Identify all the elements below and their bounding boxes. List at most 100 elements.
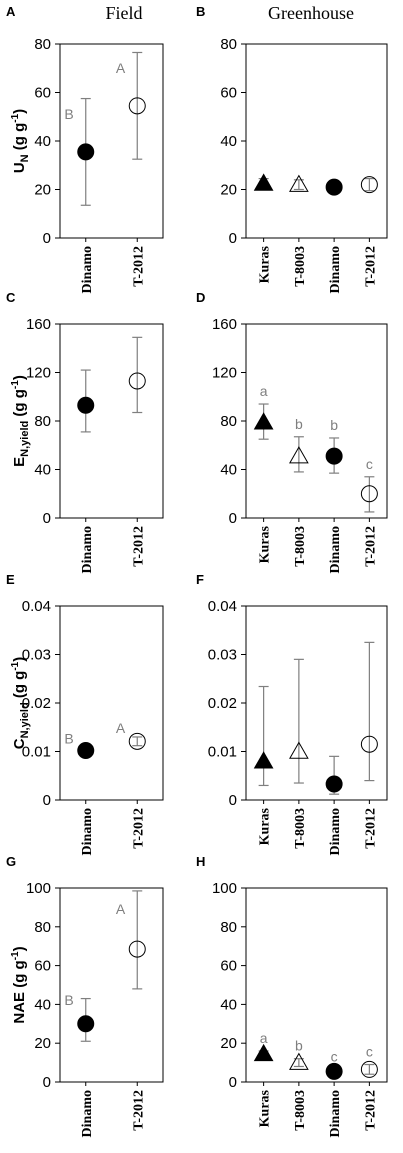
y-tick-label: 0.02 [208, 695, 237, 712]
panel-letter: A [6, 4, 16, 19]
y-tick-label: 20 [220, 1035, 237, 1052]
y-tick-label: 100 [26, 880, 51, 897]
y-axis-label: EN,yield (g g-1) [10, 375, 31, 467]
x-tick-label: T-2012 [363, 526, 378, 567]
y-axis-label: CN,yield (g g-1) [10, 657, 31, 749]
data-point-t-8003 [289, 658, 309, 784]
y-axis-label-sub: N,yield [19, 421, 31, 457]
y-axis-label-unit: (g g [11, 389, 28, 421]
x-tick-label: Dinamo [328, 1090, 343, 1137]
marker-circle [77, 742, 95, 760]
y-axis-label-close: ) [11, 375, 28, 380]
x-tick-label: T-2012 [131, 526, 146, 567]
significance-letter: c [331, 1048, 338, 1064]
y-tick-label: 80 [220, 36, 237, 53]
data-point-kuras: a [253, 383, 274, 440]
significance-letter: A [116, 901, 126, 917]
marker-circle [128, 732, 146, 750]
y-tick-label: 20 [220, 182, 237, 199]
y-tick-label: 80 [34, 919, 51, 936]
y-axis-label-main: U [11, 162, 28, 173]
y-tick-label: 40 [220, 996, 237, 1013]
y-axis-label-close: ) [11, 109, 28, 114]
marker-circle [360, 735, 378, 753]
y-axis-label-close: ) [11, 946, 28, 951]
x-tick-label: T-8003 [293, 526, 308, 567]
marker-circle [325, 447, 343, 465]
y-tick-label: 0 [43, 510, 51, 527]
marker-circle [128, 97, 146, 115]
y-tick-label: 60 [34, 958, 51, 975]
y-tick-label: 100 [212, 880, 237, 897]
x-tick-label: Dinamo [80, 526, 95, 573]
y-tick-label: 80 [220, 919, 237, 936]
y-axis-label-sup: -1 [10, 661, 21, 670]
x-tick-label: T-2012 [131, 808, 146, 849]
data-point-t-2012: c [360, 456, 378, 513]
panel-d: D 0 40 80 120 160 Kuras T-8003 Dinamo T-2012 a b b c [196, 290, 388, 573]
data-point-kuras [253, 173, 274, 191]
x-tick-label: Kuras [258, 1089, 273, 1127]
y-tick-label: 60 [220, 85, 237, 102]
y-tick-label: 40 [220, 462, 237, 479]
x-tick-label: Kuras [258, 807, 273, 845]
panel-letter: E [6, 572, 15, 587]
y-tick-label: 160 [26, 316, 51, 333]
y-tick-label: 0.01 [208, 744, 237, 761]
y-tick-label: 0 [229, 230, 237, 247]
column-title-field: Field [105, 3, 142, 23]
x-tick-label: T-8003 [293, 808, 308, 849]
y-tick-label: 0 [229, 1074, 237, 1091]
marker-circle [77, 396, 95, 414]
panel-f: F 0 0.01 0.02 0.03 0.04 Kuras T-8003 Dinamo T-201… [196, 572, 388, 855]
y-axis-label-close: ) [11, 657, 28, 662]
significance-letter: c [366, 456, 373, 472]
x-tick-label: Dinamo [80, 246, 95, 293]
x-tick-label: Kuras [258, 525, 273, 563]
panel-a: A 0 20 40 60 80 Dinamo T-2012 UN (g g-1) B A [6, 4, 164, 293]
y-tick-label: 0 [43, 230, 51, 247]
y-tick-label: 20 [34, 1035, 51, 1052]
y-tick-label: 120 [212, 365, 237, 382]
significance-letter: c [366, 1044, 373, 1060]
x-tick-label: Dinamo [328, 808, 343, 855]
y-axis-label-unit: (g g [11, 671, 28, 703]
data-point-dinamo [77, 369, 95, 433]
y-axis-label-sub: N,yield [19, 702, 31, 738]
data-point-t-8003 [289, 174, 309, 192]
y-tick-label: 120 [26, 365, 51, 382]
x-tick-label: T-2012 [363, 808, 378, 849]
significance-letter: b [330, 417, 338, 433]
plot-frame [59, 887, 164, 1083]
y-tick-label: 60 [34, 85, 51, 102]
panel-letter: C [6, 290, 16, 305]
panel-e: E 0 0.01 0.02 0.03 0.04 Dinamo T-2012 CN,yield (… [6, 572, 164, 855]
y-tick-label: 20 [34, 182, 51, 199]
data-point-dinamo: B [64, 730, 95, 760]
significance-letter: B [64, 106, 73, 122]
marker-triangle [253, 412, 274, 430]
y-tick-label: 0 [229, 510, 237, 527]
y-axis-label-sub: N [19, 154, 31, 162]
marker-circle [360, 1060, 378, 1078]
y-axis-label-unit: (g g [11, 960, 28, 992]
x-tick-label: T-8003 [293, 246, 308, 287]
y-tick-label: 160 [212, 316, 237, 333]
panel-letter: D [196, 290, 205, 305]
plot-frame [245, 43, 388, 239]
significance-letter: a [260, 383, 268, 399]
panel-c: C 0 40 80 120 160 Dinamo T-2012 EN,yield (g g-1) [6, 290, 164, 573]
marker-triangle [253, 1043, 274, 1062]
y-tick-label: 60 [220, 958, 237, 975]
marker-circle [360, 176, 378, 194]
significance-letter: b [295, 416, 303, 432]
y-axis-label-sup: -1 [10, 113, 21, 122]
y-tick-label: 0 [229, 792, 237, 809]
panel-b: B 0 20 40 60 80 Kuras T-8003 Dinamo T-2012 [196, 4, 388, 293]
significance-letter: B [64, 992, 73, 1008]
y-axis-label-sup: -1 [10, 951, 21, 960]
panel-h: H 0 20 40 60 80 100 Kuras T-8003 Dinamo T-2012 a b c c [196, 854, 388, 1137]
plot-frame [59, 605, 164, 801]
